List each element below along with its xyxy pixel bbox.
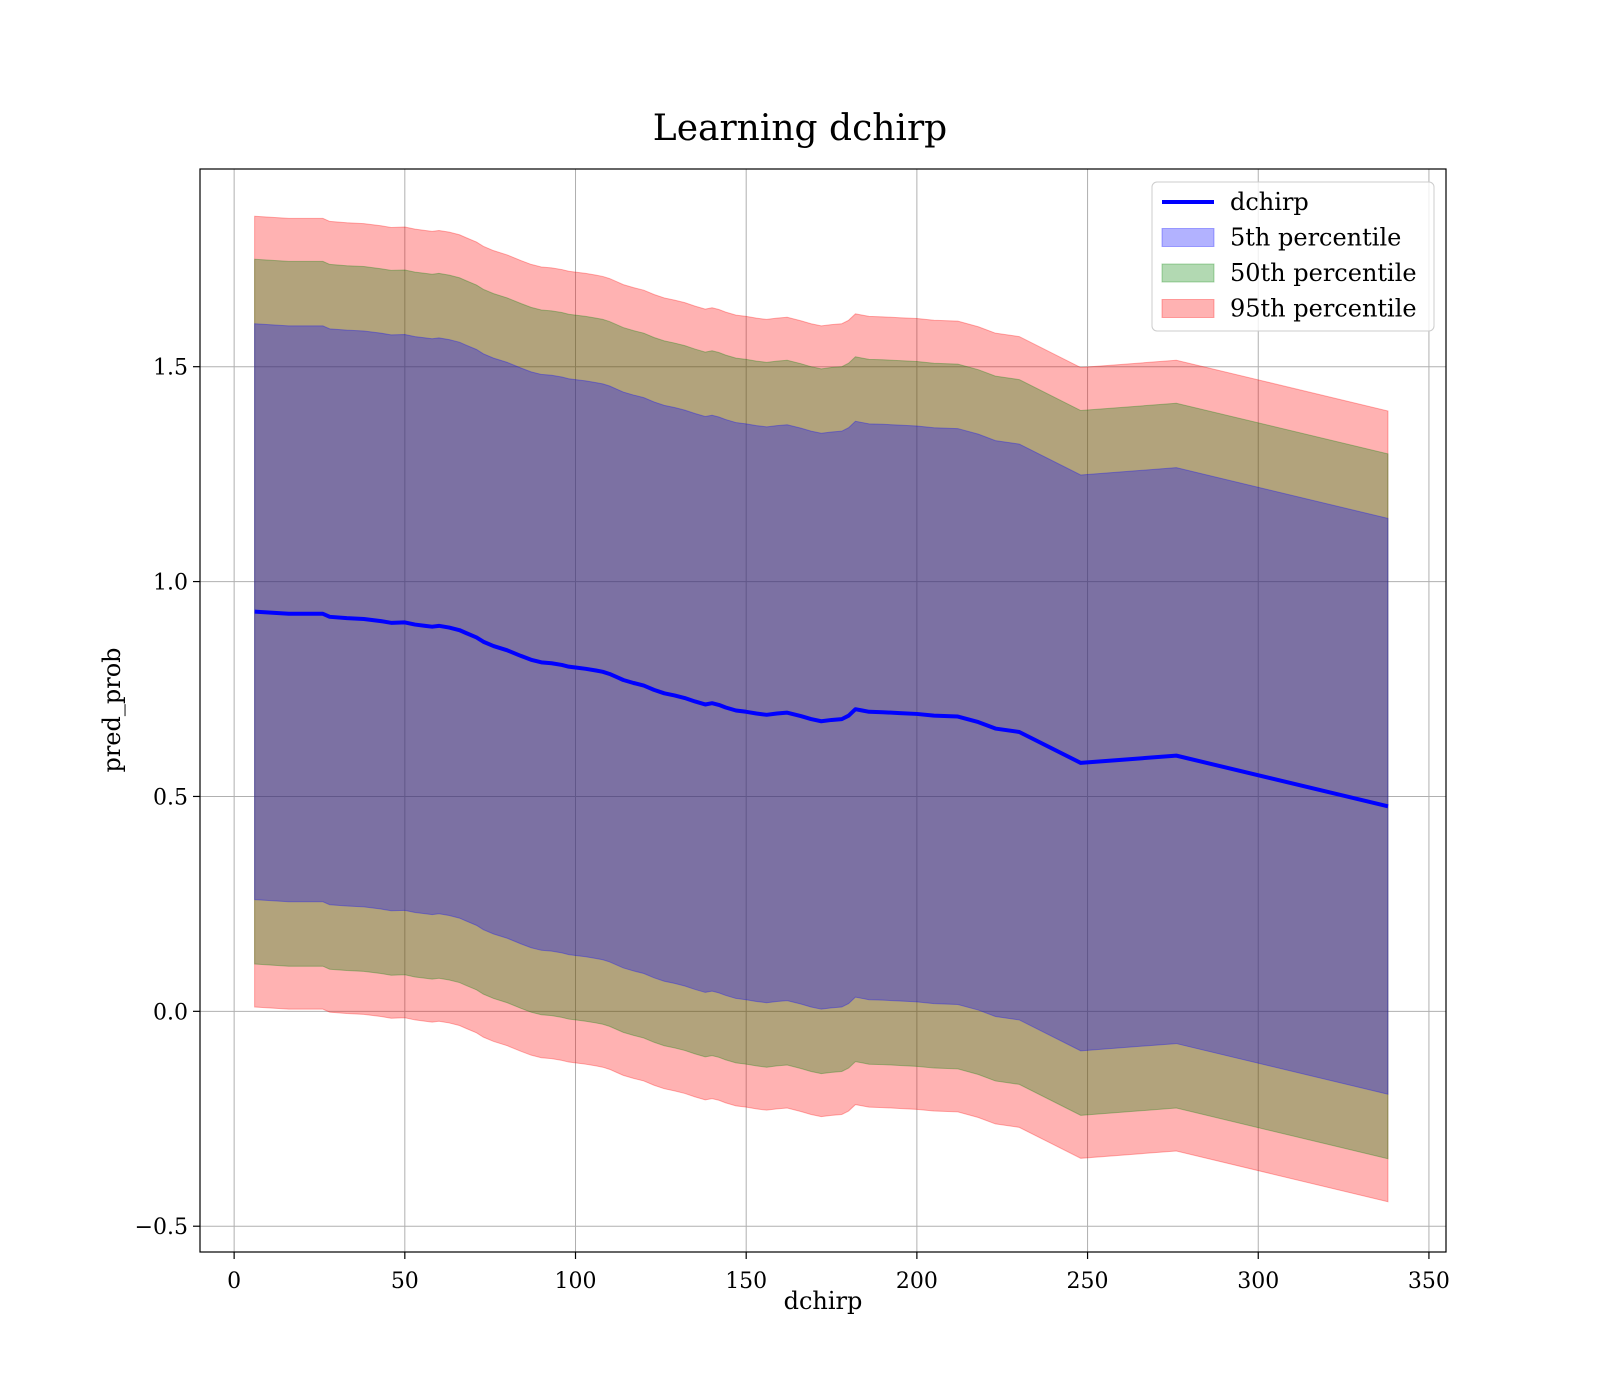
x-tick-label: 0 [227, 1269, 241, 1294]
x-tick-label: 100 [555, 1269, 597, 1294]
y-tick-label: −0.5 [135, 1215, 188, 1240]
y-tick-label: 0.5 [153, 785, 188, 810]
series-line-layer [254, 609, 1389, 809]
percentile-bands [254, 215, 1389, 1203]
legend-swatch-95th-percentile [1161, 299, 1215, 318]
legend-box [1151, 181, 1435, 332]
y-tick-label: 1.5 [153, 356, 188, 381]
x-axis-label: dchirp [784, 1287, 863, 1315]
plot-frame [199, 168, 1447, 1253]
axis-ticks: 0 50 100 150 200 250 300 350 −0.5 0.0 0.5 1.0 1.5 [135, 356, 1450, 1294]
legend-label: dchirp [1230, 188, 1309, 216]
band-50th-percentile [254, 258, 1389, 1160]
x-tick-label: 300 [1237, 1269, 1279, 1294]
legend: dchirp 5th percentile 50th percentile 95th … [1151, 181, 1435, 332]
x-tick-label: 200 [896, 1269, 938, 1294]
chart-title: Learning dchirp [653, 108, 947, 149]
legend-label: 5th percentile [1230, 224, 1401, 252]
legend-label: 95th percentile [1230, 295, 1417, 323]
band-5th-percentile [254, 323, 1389, 1095]
grid [200, 169, 1446, 1252]
legend-label: 50th percentile [1230, 259, 1417, 287]
legend-swatch-50th-percentile [1161, 263, 1215, 283]
y-tick-label: 1.0 [153, 571, 188, 596]
x-tick-label: 50 [391, 1269, 419, 1294]
legend-swatch-5th-percentile [1161, 228, 1215, 247]
series-line-dchirp [254, 609, 1389, 809]
y-tick-label: 0.0 [153, 1000, 188, 1025]
x-tick-label: 350 [1408, 1269, 1450, 1294]
x-tick-label: 250 [1067, 1269, 1109, 1294]
x-tick-label: 150 [725, 1269, 767, 1294]
band-95th-percentile [254, 215, 1389, 1203]
y-axis-label: pred_prob [98, 647, 126, 772]
